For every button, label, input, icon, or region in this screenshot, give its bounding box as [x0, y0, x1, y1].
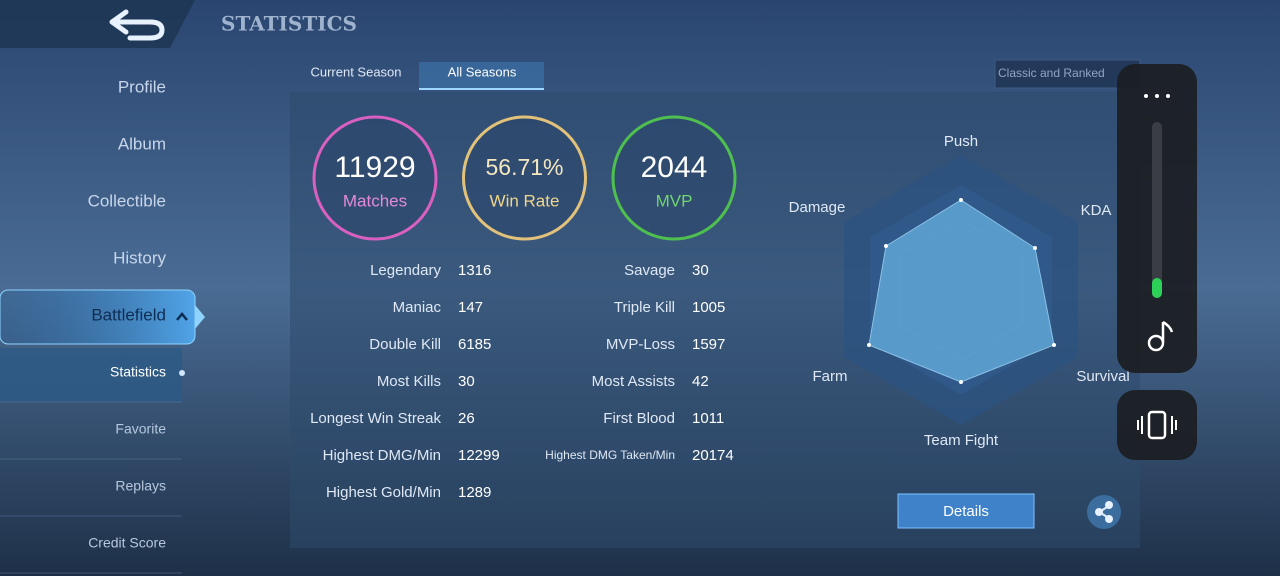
stat-value: 30 [692, 262, 709, 279]
stat-value: 20174 [692, 447, 734, 464]
stat-value: 26 [458, 410, 475, 427]
filter-label: Classic and Ranked [998, 66, 1105, 80]
stats-table: Legendary 1316 Maniac 147 Double Kill 6185 Mos… [310, 262, 734, 501]
stat-value: 6185 [458, 336, 491, 353]
menu-item[interactable]: Collectible [88, 191, 166, 210]
back-panel [0, 0, 195, 48]
stat-value: 1011 [692, 410, 724, 427]
menu-item[interactable]: Battlefield [91, 305, 166, 324]
volume-track[interactable] [1152, 122, 1162, 298]
stat-label: Highest Gold/Min [326, 484, 441, 501]
details-button[interactable] [897, 493, 1035, 529]
menu-item[interactable]: Profile [118, 77, 166, 96]
stat-value: 1597 [692, 336, 725, 353]
summary: 11929 Matches 56.71% Win Rate 2044 MVP [312, 115, 737, 241]
stat-label: Highest DMG Taken/Min [545, 448, 675, 462]
stat-label: MVP-Loss [606, 336, 675, 353]
active-dot [179, 370, 185, 376]
details-label: Details [943, 503, 989, 520]
active-arrow [195, 305, 205, 329]
summary-label: MVP [656, 191, 693, 210]
summary-label: Matches [343, 191, 407, 210]
stat-value: 42 [692, 373, 709, 390]
radar-label: Damage [789, 199, 846, 216]
stat-value: 1005 [692, 299, 725, 316]
stat-label: Savage [624, 262, 675, 279]
summary-value: 56.71% [485, 154, 563, 180]
stat-value: 30 [458, 373, 475, 390]
summary-value: 2044 [641, 151, 708, 184]
stat-value: 1289 [458, 484, 491, 501]
volume-level [1152, 278, 1162, 298]
tab[interactable]: Current Season [310, 64, 401, 79]
summary-label: Win Rate [490, 191, 560, 210]
back-button[interactable] [109, 9, 165, 41]
page-title: STATISTICS [221, 12, 357, 36]
submenu-item[interactable]: Favorite [115, 421, 166, 437]
stat-label: Most Kills [377, 373, 441, 390]
stat-label: Double Kill [369, 336, 441, 353]
radar-label: Farm [813, 368, 848, 385]
summary-ring [611, 115, 737, 241]
music-icon [1147, 334, 1165, 352]
stat-label: Most Assists [592, 373, 675, 390]
submenu-item[interactable]: Credit Score [88, 535, 166, 551]
menu-item[interactable]: History [113, 248, 166, 267]
sidebar: Profile Album Collectible History Battlefiel… [0, 77, 188, 574]
stat-value: 12299 [458, 447, 500, 464]
stat-value: 147 [458, 299, 483, 316]
radar-labels: Push KDA Survival Team Fight Farm Damage [789, 133, 1130, 449]
filter-dropdown[interactable] [994, 59, 1141, 89]
tab[interactable]: All Seasons [448, 64, 517, 79]
active-tab-bg [419, 62, 544, 90]
stat-label: Highest DMG/Min [323, 447, 441, 464]
radar-label: Push [944, 133, 978, 150]
stat-label: Longest Win Streak [310, 410, 441, 427]
radar-label: Survival [1076, 368, 1129, 385]
radar-label: Team Fight [924, 432, 999, 449]
menu-item[interactable]: Album [118, 134, 166, 153]
share-button[interactable] [1087, 495, 1121, 529]
active-submenu-bg [0, 348, 182, 402]
stat-value: 1316 [458, 262, 491, 279]
submenu-item[interactable]: Statistics [110, 364, 166, 380]
radar-label: KDA [1081, 202, 1112, 219]
expand-arrow [176, 312, 188, 321]
summary-value: 11929 [334, 151, 415, 184]
stat-label: Legendary [370, 262, 441, 279]
vibrate-button[interactable] [1117, 390, 1197, 460]
summary-ring [312, 115, 438, 241]
stat-label: Triple Kill [614, 299, 675, 316]
stat-label: Maniac [393, 299, 442, 316]
summary-ring [462, 115, 587, 241]
stat-label: First Blood [603, 410, 675, 427]
submenu-item[interactable]: Replays [115, 478, 166, 494]
